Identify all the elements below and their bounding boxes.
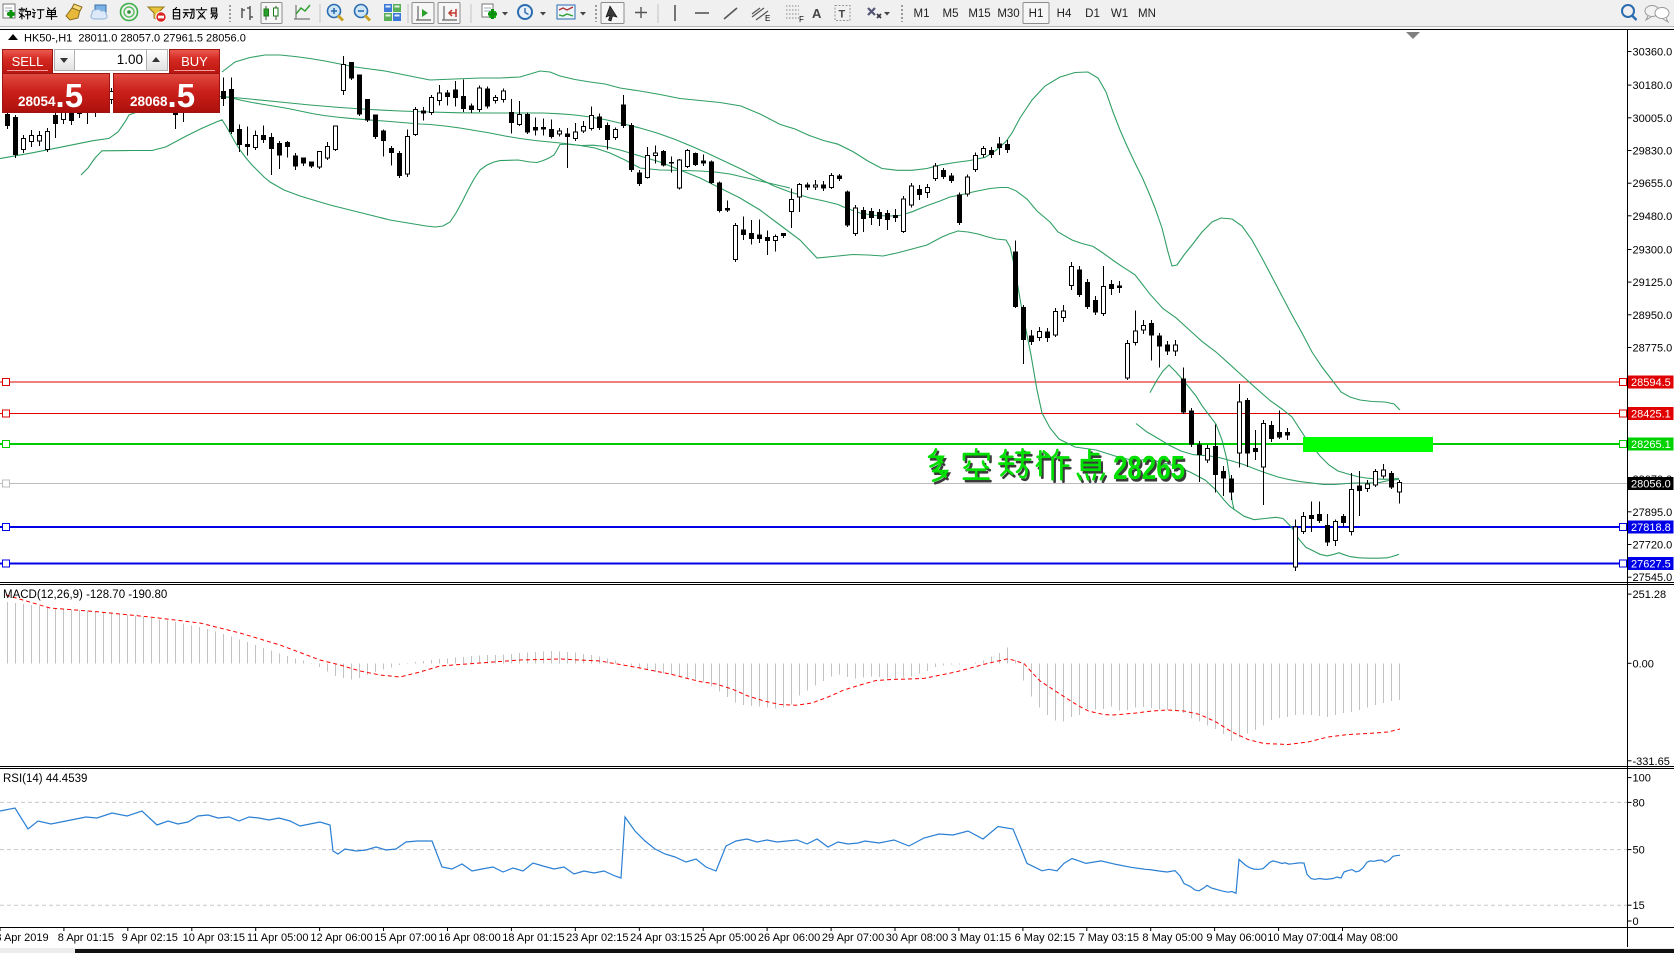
svg-text:E: E xyxy=(765,14,770,23)
svg-text:28950.0: 28950.0 xyxy=(1633,310,1673,322)
svg-text:16 Apr 08:00: 16 Apr 08:00 xyxy=(438,932,500,944)
svg-text:M15: M15 xyxy=(968,8,990,20)
svg-text:27627.5: 27627.5 xyxy=(1631,559,1671,571)
svg-text:27818.8: 27818.8 xyxy=(1631,522,1671,534)
svg-text:28265: 28265 xyxy=(1115,452,1187,489)
svg-text:25 Apr 05:00: 25 Apr 05:00 xyxy=(694,932,756,944)
svg-text:251.28: 251.28 xyxy=(1633,589,1667,601)
svg-text:29300.0: 29300.0 xyxy=(1633,245,1673,257)
svg-text:100: 100 xyxy=(1633,773,1651,785)
svg-text:F: F xyxy=(799,15,804,24)
svg-text:27545.0: 27545.0 xyxy=(1633,572,1673,584)
svg-text:0.00: 0.00 xyxy=(1633,658,1654,670)
svg-text:29 Apr 07:00: 29 Apr 07:00 xyxy=(822,932,884,944)
svg-text:50: 50 xyxy=(1633,845,1645,857)
svg-text:10 Apr 03:15: 10 Apr 03:15 xyxy=(183,932,245,944)
svg-text:6 May 02:15: 6 May 02:15 xyxy=(1015,932,1076,944)
svg-text:9 Apr 02:15: 9 Apr 02:15 xyxy=(122,932,178,944)
svg-text:8 May 05:00: 8 May 05:00 xyxy=(1142,932,1203,944)
svg-text:15: 15 xyxy=(1633,900,1645,912)
svg-text:30360.0: 30360.0 xyxy=(1633,47,1673,59)
svg-text:3 May 01:15: 3 May 01:15 xyxy=(951,932,1012,944)
svg-text:29125.0: 29125.0 xyxy=(1633,277,1673,289)
svg-text:10 May 07:00: 10 May 07:00 xyxy=(1267,932,1334,944)
svg-text:D1: D1 xyxy=(1085,8,1100,20)
svg-text:24 Apr 03:15: 24 Apr 03:15 xyxy=(630,932,692,944)
svg-text:H1: H1 xyxy=(1029,8,1044,20)
svg-text:M5: M5 xyxy=(943,8,959,20)
svg-text:30005.0: 30005.0 xyxy=(1633,113,1673,125)
svg-text:H4: H4 xyxy=(1057,8,1072,20)
svg-text:11 Apr 05:00: 11 Apr 05:00 xyxy=(247,932,309,944)
svg-text:12 Apr 06:00: 12 Apr 06:00 xyxy=(310,932,372,944)
svg-text:8 Apr 01:15: 8 Apr 01:15 xyxy=(58,932,114,944)
svg-text:29655.0: 29655.0 xyxy=(1633,178,1673,190)
svg-text:28265: 28265 xyxy=(1113,449,1185,486)
svg-text:29830.0: 29830.0 xyxy=(1633,146,1673,158)
svg-text:18 Apr 01:15: 18 Apr 01:15 xyxy=(502,932,564,944)
svg-text:8 Apr 2019: 8 Apr 2019 xyxy=(0,932,49,944)
svg-text:T: T xyxy=(839,9,846,21)
svg-text:30180.0: 30180.0 xyxy=(1633,80,1673,92)
svg-text:0: 0 xyxy=(1633,916,1639,928)
svg-text:29480.0: 29480.0 xyxy=(1633,211,1673,223)
svg-text:80: 80 xyxy=(1633,797,1645,809)
svg-text:M30: M30 xyxy=(997,8,1019,20)
svg-text:M1: M1 xyxy=(914,8,930,20)
svg-text:A: A xyxy=(812,6,822,21)
svg-text:MACD(12,26,9) -128.70 -190.80: MACD(12,26,9) -128.70 -190.80 xyxy=(3,589,167,601)
svg-text:28775.0: 28775.0 xyxy=(1633,343,1673,355)
svg-text:30 Apr 08:00: 30 Apr 08:00 xyxy=(886,932,948,944)
svg-text:27720.0: 27720.0 xyxy=(1633,540,1673,552)
svg-text:RSI(14) 44.4539: RSI(14) 44.4539 xyxy=(3,773,87,785)
svg-text:15 Apr 07:00: 15 Apr 07:00 xyxy=(374,932,436,944)
svg-text:28594.5: 28594.5 xyxy=(1631,377,1671,389)
svg-text:7 May 03:15: 7 May 03:15 xyxy=(1079,932,1140,944)
svg-text:27895.0: 27895.0 xyxy=(1633,507,1673,519)
svg-text:14 May 08:00: 14 May 08:00 xyxy=(1331,932,1398,944)
svg-text:23 Apr 02:15: 23 Apr 02:15 xyxy=(566,932,628,944)
svg-text:MN: MN xyxy=(1138,8,1156,20)
svg-text:9 May 06:00: 9 May 06:00 xyxy=(1206,932,1267,944)
svg-text:HK50-,H1 28011.0 28057.0 2796: HK50-,H1 28011.0 28057.0 27961.5 28056.0 xyxy=(24,33,246,45)
svg-text:W1: W1 xyxy=(1111,8,1128,20)
svg-text:-331.65: -331.65 xyxy=(1633,756,1670,768)
svg-text:26 Apr 06:00: 26 Apr 06:00 xyxy=(758,932,820,944)
svg-text:28265.1: 28265.1 xyxy=(1631,439,1671,451)
svg-text:28056.0: 28056.0 xyxy=(1631,479,1671,491)
svg-text:28425.1: 28425.1 xyxy=(1631,409,1671,421)
